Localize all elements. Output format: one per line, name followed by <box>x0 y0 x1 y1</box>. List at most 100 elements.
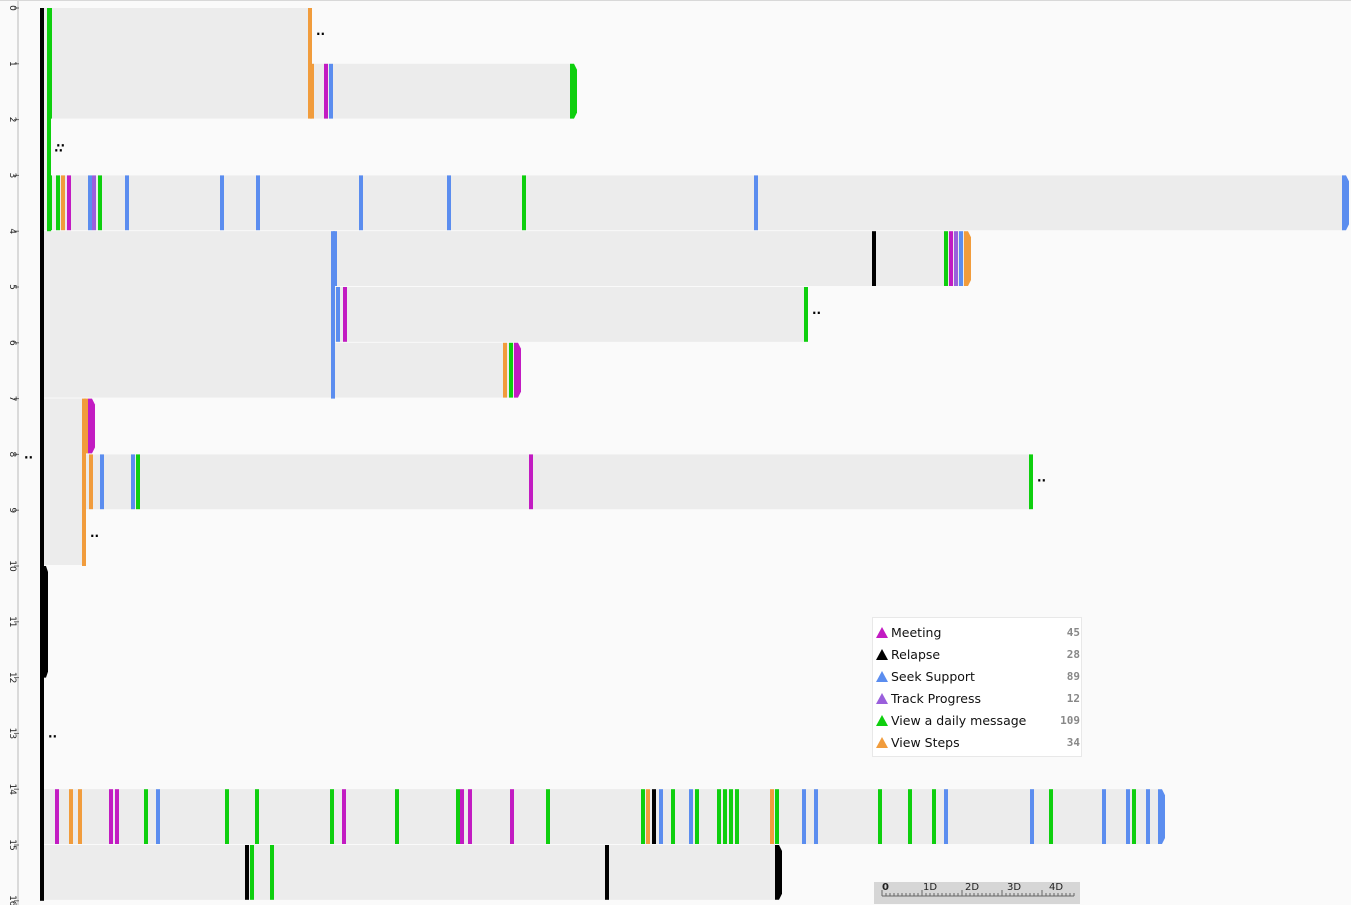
event-mark-seek[interactable] <box>659 789 663 844</box>
event-mark-meeting[interactable] <box>324 63 328 119</box>
sequence-end-cap-meeting[interactable] <box>88 398 95 454</box>
more-indicator[interactable]: .. <box>1037 470 1046 484</box>
sequence-bar[interactable] <box>44 789 1160 844</box>
sequence-bar[interactable] <box>86 454 1031 510</box>
event-mark-daily[interactable] <box>878 789 882 844</box>
sequence-end-cap-seek[interactable] <box>1342 175 1349 231</box>
legend-item-view-steps[interactable]: View Steps 34 <box>873 731 1081 753</box>
event-mark-daily[interactable] <box>908 789 912 844</box>
event-mark-daily[interactable] <box>729 789 733 844</box>
sequence-end-cap-daily[interactable] <box>570 63 577 119</box>
event-mark-steps[interactable] <box>646 789 650 844</box>
sequence-bar[interactable] <box>333 287 806 342</box>
sequence-end-cap-meeting[interactable] <box>514 342 521 398</box>
event-mark-steps[interactable] <box>310 63 314 119</box>
sequence-bar[interactable] <box>333 342 516 398</box>
event-mark-seek[interactable] <box>88 175 92 231</box>
more-indicator[interactable]: .. <box>90 526 99 540</box>
event-mark-seek[interactable] <box>125 175 129 231</box>
event-mark-steps[interactable] <box>770 789 774 844</box>
event-mark-seek[interactable] <box>1030 789 1034 844</box>
event-mark-seek[interactable] <box>256 175 260 231</box>
event-mark-daily[interactable] <box>695 789 699 844</box>
parent-sequence-bar[interactable] <box>44 231 333 398</box>
more-indicator[interactable]: .. <box>316 24 325 38</box>
event-mark-meeting[interactable] <box>343 287 347 342</box>
legend-item-relapse[interactable]: Relapse 28 <box>873 643 1081 665</box>
sequence-bar[interactable] <box>312 63 572 119</box>
event-mark-daily[interactable] <box>735 789 739 844</box>
event-mark-meeting[interactable] <box>55 789 59 844</box>
event-mark-seek[interactable] <box>100 454 104 510</box>
event-mark-track[interactable] <box>92 175 96 231</box>
event-mark-daily[interactable] <box>671 789 675 844</box>
event-mark-daily[interactable] <box>509 342 513 398</box>
event-mark-seek[interactable] <box>1146 789 1150 844</box>
event-mark-seek[interactable] <box>220 175 224 231</box>
event-mark-daily[interactable] <box>641 789 645 844</box>
event-mark-relapse[interactable] <box>652 789 656 844</box>
more-indicator[interactable]: .. <box>48 726 57 740</box>
event-mark-seek[interactable] <box>754 175 758 231</box>
event-mark-relapse[interactable] <box>245 845 249 900</box>
sequence-end-cap-steps[interactable] <box>964 231 971 286</box>
event-mark-daily[interactable] <box>944 231 948 286</box>
event-mark-daily[interactable] <box>804 287 808 342</box>
event-mark-seek[interactable] <box>131 454 135 510</box>
sequence-bar[interactable] <box>48 175 1344 231</box>
legend-item-seek-support[interactable]: Seek Support 89 <box>873 665 1081 687</box>
sequence-bar[interactable] <box>48 8 310 119</box>
event-mark-daily[interactable] <box>522 175 526 231</box>
event-mark-seek[interactable] <box>689 789 693 844</box>
event-mark-seek[interactable] <box>156 789 160 844</box>
legend-item-view-daily-message[interactable]: View a daily message 109 <box>873 709 1081 731</box>
event-mark-meeting[interactable] <box>67 175 71 231</box>
event-mark-daily[interactable] <box>270 845 274 900</box>
branch-line-daily[interactable] <box>47 8 51 232</box>
event-mark-steps[interactable] <box>61 175 65 231</box>
event-mark-daily[interactable] <box>1029 454 1033 510</box>
event-mark-track[interactable] <box>954 231 958 286</box>
event-mark-meeting[interactable] <box>468 789 472 844</box>
event-mark-steps[interactable] <box>308 8 312 119</box>
event-mark-steps[interactable] <box>503 342 507 398</box>
event-mark-meeting[interactable] <box>529 454 533 510</box>
event-mark-seek[interactable] <box>802 789 806 844</box>
event-mark-daily[interactable] <box>775 789 779 844</box>
sequence-bar[interactable] <box>44 845 777 900</box>
event-mark-daily[interactable] <box>1049 789 1053 844</box>
event-mark-daily[interactable] <box>456 789 460 844</box>
event-mark-daily[interactable] <box>330 789 334 844</box>
event-mark-daily[interactable] <box>1132 789 1136 844</box>
sequence-end-cap-relapse[interactable] <box>775 845 782 900</box>
event-mark-seek[interactable] <box>959 231 963 286</box>
event-mark-seek[interactable] <box>359 175 363 231</box>
legend-item-track-progress[interactable]: Track Progress 12 <box>873 687 1081 709</box>
event-mark-seek[interactable] <box>447 175 451 231</box>
event-mark-meeting[interactable] <box>342 789 346 844</box>
event-mark-meeting[interactable] <box>949 231 953 286</box>
event-mark-daily[interactable] <box>250 845 254 900</box>
event-mark-meeting[interactable] <box>109 789 113 844</box>
event-mark-meeting[interactable] <box>510 789 514 844</box>
sequence-end-cap-seek[interactable] <box>1158 789 1165 844</box>
event-mark-daily[interactable] <box>225 789 229 844</box>
event-mark-seek[interactable] <box>1126 789 1130 844</box>
more-indicator[interactable]: .. <box>54 141 63 155</box>
more-indicator[interactable]: .. <box>24 447 33 461</box>
parent-sequence-bar[interactable] <box>44 8 48 231</box>
sequence-bar[interactable] <box>333 231 966 286</box>
event-mark-seek[interactable] <box>329 63 333 119</box>
event-mark-steps[interactable] <box>78 789 82 844</box>
event-mark-seek[interactable] <box>944 789 948 844</box>
event-mark-seek[interactable] <box>814 789 818 844</box>
event-mark-daily[interactable] <box>723 789 727 844</box>
branch-line-relapse[interactable] <box>40 8 44 901</box>
event-mark-daily[interactable] <box>56 175 60 231</box>
event-mark-seek[interactable] <box>1102 789 1106 844</box>
event-mark-meeting[interactable] <box>460 789 464 844</box>
event-mark-daily[interactable] <box>136 454 140 510</box>
event-mark-steps[interactable] <box>69 789 73 844</box>
sequence-bar[interactable] <box>44 510 84 565</box>
